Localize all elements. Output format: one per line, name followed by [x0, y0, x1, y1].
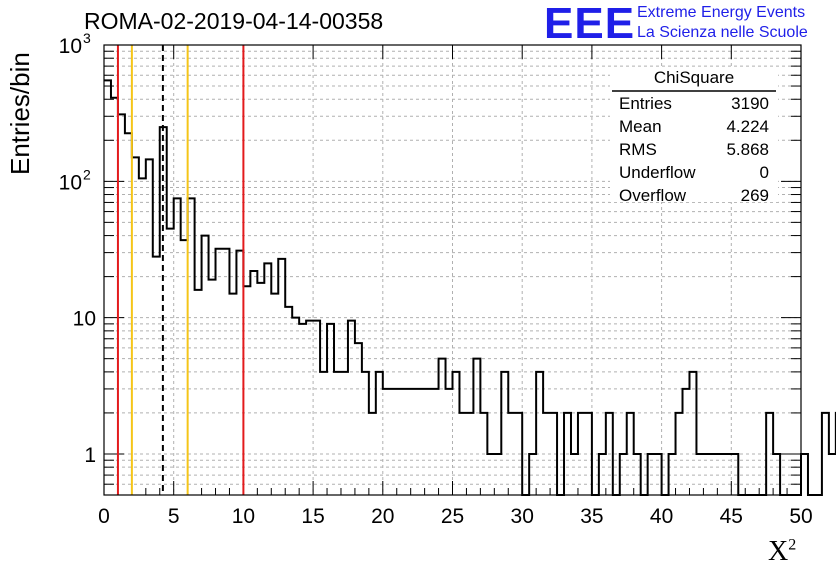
x-axis-label: X2: [768, 536, 797, 567]
x-tick-label: 45: [720, 505, 743, 528]
x-tick-label: 5: [168, 505, 180, 528]
chart-title: ROMA-02-2019-04-14-00358: [84, 8, 384, 34]
y-tick-exponent: 3: [83, 30, 91, 46]
x-tick-label: 35: [580, 505, 603, 528]
y-tick-label: 10: [59, 35, 82, 58]
x-tick-label: 15: [301, 505, 324, 528]
y-axis-label: Entries/bin: [5, 52, 35, 175]
brand-line-2: La Scienza nelle Scuole: [637, 24, 808, 41]
y-tick-label: 10: [73, 308, 96, 331]
x-tick-label: 40: [650, 505, 673, 528]
plot-frame: [103, 44, 802, 496]
y-tick-label: 1: [84, 444, 96, 467]
stats-row-overflow: Overflow 269: [619, 186, 769, 205]
x-tick-label: 25: [441, 505, 464, 528]
x-tick-label: 20: [371, 505, 394, 528]
stats-row-underflow: Underflow 0: [619, 163, 769, 182]
histogram-line: [104, 79, 836, 496]
stats-row-rms: RMS 5.868: [619, 140, 769, 159]
reference-lines: [116, 45, 245, 495]
x-tick-label: 30: [511, 505, 534, 528]
x-tick-label: 50: [789, 505, 812, 528]
stats-row-entries: Entries 3190: [619, 94, 769, 113]
stats-row-mean: Mean 4.224: [619, 117, 769, 136]
y-tick-exponent: 2: [83, 166, 91, 182]
x-tick-label: 0: [98, 505, 110, 528]
stats-title: ChiSquare: [653, 68, 735, 87]
brand-line-1: Extreme Energy Events: [637, 4, 806, 21]
x-tick-label: 10: [232, 505, 255, 528]
histogram-series: [104, 79, 836, 496]
y-tick-label: 10: [59, 171, 82, 194]
eee-logo: EEE: [544, 0, 636, 48]
